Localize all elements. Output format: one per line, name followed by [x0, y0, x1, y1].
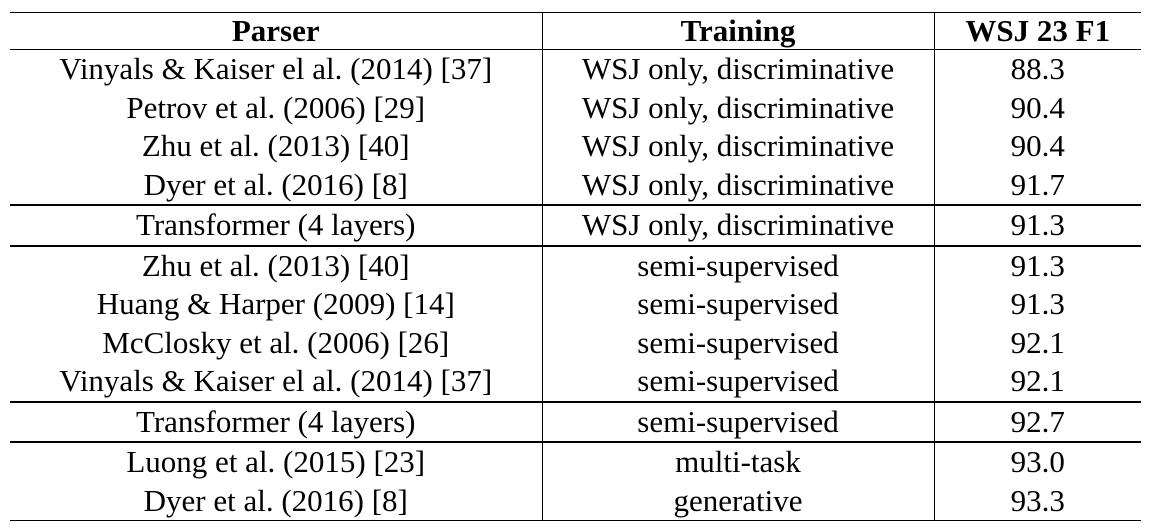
cell-parser: Zhu et al. (2013) [40]	[141, 128, 410, 163]
cell-training: WSJ only, discriminative	[541, 88, 934, 127]
cell-f1: 92.7	[933, 400, 1141, 442]
cell-training: semi-supervised	[541, 400, 934, 442]
table-row: Zhu et al. (2013) [40] semi-supervised 9…	[10, 244, 1141, 285]
header-f1: WSJ 23 F1	[933, 12, 1141, 50]
header-parser: Parser	[10, 12, 542, 50]
cell-parser: Huang & Harper (2009) [14]	[96, 286, 455, 321]
table-row: Luong et al. (2015) [23] multi-task 93.0	[10, 441, 1141, 482]
cell-parser: Dyer et al. (2016) [8]	[10, 481, 542, 521]
results-table-container: Parser Training WSJ 23 F1 Vinyals & Kais…	[10, 12, 1141, 521]
cell-parser: Dyer et al. (2016) [8]	[143, 166, 408, 202]
cell-training: multi-task	[541, 441, 934, 482]
cell-training: WSJ only, discriminative	[541, 49, 934, 89]
cell-parser: Vinyals & Kaiser el al. (2014) [37]	[59, 51, 493, 86]
table-row: Vinyals & Kaiser el al. (2014) [37] semi…	[10, 362, 1141, 402]
table-row: Petrov et al. (2006) [29] WSJ only, disc…	[10, 88, 1141, 127]
table-body: Vinyals & Kaiser el al. (2014) [37] WSJ …	[10, 49, 1141, 521]
cell-f1: 91.3	[933, 244, 1141, 285]
table-row: Dyer et al. (2016) [8] WSJ only, discrim…	[10, 165, 1141, 205]
cell-parser: Transformer (4 layers)	[10, 400, 542, 442]
cell-training: semi-supervised	[541, 285, 934, 324]
cell-f1: 92.1	[933, 362, 1141, 402]
cell-training: generative	[541, 481, 934, 521]
cell-f1: 90.4	[933, 88, 1141, 127]
cell-parser: Vinyals & Kaiser el al. (2014) [37]	[59, 363, 493, 398]
cell-training: semi-supervised	[541, 362, 934, 402]
header-training: Training	[541, 12, 934, 50]
cell-training: WSJ only, discriminative	[541, 127, 934, 166]
cell-training: WSJ only, discriminative	[541, 165, 934, 205]
cell-parser: Transformer (4 layers)	[10, 204, 542, 246]
cell-f1: 91.3	[933, 285, 1141, 324]
header-row: Parser Training WSJ 23 F1	[10, 12, 1141, 50]
cell-f1: 90.4	[933, 127, 1141, 166]
table-row: Zhu et al. (2013) [40] WSJ only, discrim…	[10, 127, 1141, 166]
cell-f1: 91.7	[933, 165, 1141, 205]
table-row: McClosky et al. (2006) [26] semi-supervi…	[10, 323, 1141, 362]
cell-f1: 92.1	[933, 323, 1141, 362]
table-row: Vinyals & Kaiser el al. (2014) [37] WSJ …	[10, 49, 1141, 89]
cell-f1: 93.0	[933, 441, 1141, 482]
table-row: Transformer (4 layers) WSJ only, discrim…	[10, 204, 1141, 246]
table-header: Parser Training WSJ 23 F1	[10, 12, 1141, 50]
table-row: Transformer (4 layers) semi-supervised 9…	[10, 400, 1141, 442]
table-row: Dyer et al. (2016) [8] generative 93.3	[10, 481, 1141, 521]
table-row: Huang & Harper (2009) [14] semi-supervis…	[10, 285, 1141, 324]
cell-f1: 93.3	[933, 481, 1141, 521]
cell-parser: McClosky et al. (2006) [26]	[102, 324, 450, 360]
cell-f1: 88.3	[933, 49, 1141, 89]
cell-f1: 91.3	[933, 204, 1141, 246]
cell-parser: Petrov et al. (2006) [29]	[126, 89, 426, 125]
cell-training: semi-supervised	[541, 323, 934, 362]
cell-training: semi-supervised	[541, 244, 934, 285]
results-table: Parser Training WSJ 23 F1 Vinyals & Kais…	[10, 12, 1141, 521]
cell-parser: Luong et al. (2015) [23]	[10, 441, 542, 482]
cell-parser: Zhu et al. (2013) [40]	[10, 244, 542, 285]
cell-training: WSJ only, discriminative	[541, 204, 934, 246]
